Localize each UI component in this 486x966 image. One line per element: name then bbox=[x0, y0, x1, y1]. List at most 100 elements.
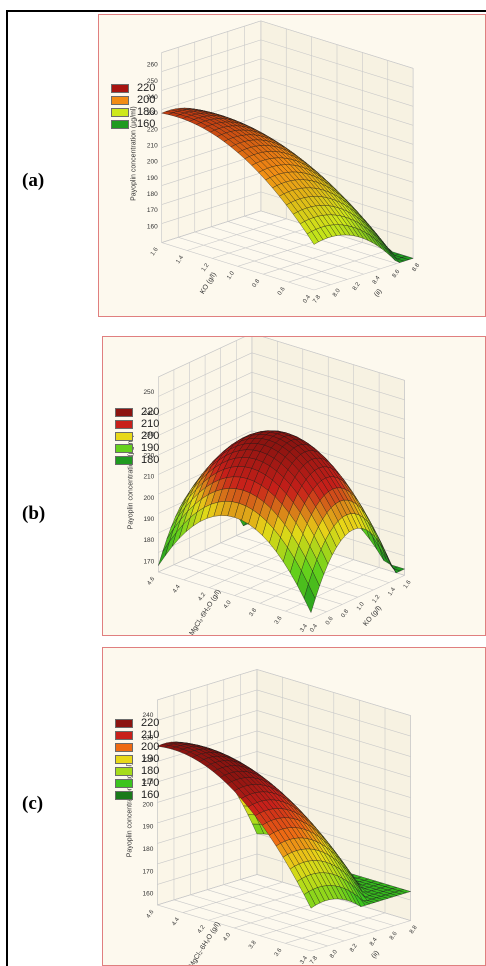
z-axis-label: Payoplin concentration (µg/ml) bbox=[127, 435, 134, 530]
legend-label: 160 bbox=[141, 789, 160, 801]
z-tick-label: 210 bbox=[147, 142, 158, 149]
z-axis: 170 180 190 200 210 220 230 240 250 Payoplin conc… bbox=[127, 389, 154, 565]
z-tick-label: 170 bbox=[143, 868, 154, 875]
legend-swatch bbox=[115, 779, 133, 788]
y-axis: 7.8 8.0 8.2 8.4 8.6 8.8 (ii) bbox=[312, 262, 421, 305]
legend-label: 180 bbox=[141, 765, 160, 777]
z-tick-label: 170 bbox=[143, 558, 154, 565]
legend-label: 170 bbox=[141, 777, 160, 789]
legend-swatch bbox=[111, 84, 129, 93]
legend-label: 190 bbox=[141, 442, 160, 454]
x-tick-label: 3.6 bbox=[274, 947, 284, 958]
z-tick-label: 180 bbox=[143, 537, 154, 544]
legend-label: 220 bbox=[141, 406, 160, 418]
legend-swatch bbox=[115, 432, 133, 441]
legend-swatch bbox=[115, 767, 133, 776]
y-tick-label: 7.8 bbox=[309, 955, 319, 966]
z-tick-label: 250 bbox=[147, 78, 158, 85]
legend-label: 220 bbox=[141, 717, 160, 729]
y-tick-label: 0.4 bbox=[309, 623, 319, 634]
z-tick-label: 260 bbox=[147, 62, 158, 69]
legend-swatch bbox=[111, 96, 129, 105]
y-tick-label: 8.0 bbox=[329, 949, 339, 960]
legend-swatch bbox=[115, 408, 133, 417]
y-tick-label: 8.6 bbox=[392, 268, 402, 279]
y-tick-label: 8.8 bbox=[411, 262, 421, 273]
y-tick-label: 1.4 bbox=[387, 586, 397, 597]
y-axis-label: KO (g/l) bbox=[362, 605, 383, 628]
legend-swatch bbox=[115, 420, 133, 429]
x-tick-label: 4.4 bbox=[171, 916, 181, 927]
legend-label: 180 bbox=[137, 106, 156, 118]
z-axis: 160 170 180 190 200 210 220 230 240 Payoplin conc… bbox=[126, 712, 153, 898]
legend-label: 200 bbox=[141, 430, 160, 442]
z-tick-label: 220 bbox=[143, 453, 154, 460]
z-tick-label: 250 bbox=[143, 389, 154, 396]
x-tick-label: 3.4 bbox=[299, 955, 309, 966]
x-tick-label: 4.4 bbox=[172, 584, 182, 595]
z-tick-label: 180 bbox=[147, 191, 158, 198]
legend-swatch bbox=[115, 731, 133, 740]
panel-label-c: (c) bbox=[22, 793, 44, 814]
z-tick-label: 240 bbox=[147, 94, 158, 101]
x-tick-label: 3.8 bbox=[248, 939, 258, 950]
y-tick-label: 8.4 bbox=[372, 275, 382, 286]
x-tick-label: 1.0 bbox=[226, 270, 236, 281]
x-tick-label: 4.6 bbox=[147, 576, 157, 587]
z-tick-label: 160 bbox=[147, 223, 158, 230]
x-tick-label: 0.4 bbox=[302, 294, 312, 305]
z-tick-label: 190 bbox=[147, 175, 158, 182]
y-tick-label: 8.4 bbox=[369, 936, 379, 947]
legend-label: 200 bbox=[137, 94, 156, 106]
x-tick-label: 3.8 bbox=[248, 607, 258, 618]
y-tick-label: 1.2 bbox=[372, 594, 382, 605]
y-tick-label: 0.6 bbox=[325, 615, 335, 626]
legend-label: 210 bbox=[141, 729, 160, 741]
z-tick-label: 180 bbox=[143, 846, 154, 853]
y-tick-label: 8.6 bbox=[389, 930, 399, 941]
surface-plot-a: 160 170 180 190 200 210 220 230 240 250 260 Payopli… bbox=[131, 20, 422, 305]
z-tick-label: 240 bbox=[143, 712, 154, 719]
y-axis: 7.8 8.0 8.2 8.4 8.6 8.8 (ii) bbox=[309, 924, 419, 965]
z-tick-label: 190 bbox=[143, 824, 154, 831]
z-tick-label: 200 bbox=[143, 495, 154, 502]
z-axis: 160 170 180 190 200 210 220 230 240 250 260 Payopli… bbox=[131, 62, 158, 231]
surface-mesh bbox=[158, 430, 406, 614]
x-tick-label: 1.6 bbox=[150, 246, 160, 257]
panel-label-b: (b) bbox=[22, 503, 46, 524]
legend-swatch bbox=[115, 456, 133, 465]
x-axis: 1.6 1.4 1.2 1.0 0.8 0.6 0.4 KO (g/l) bbox=[150, 246, 312, 304]
z-tick-label: 160 bbox=[143, 891, 154, 898]
x-tick-label: 0.8 bbox=[252, 278, 262, 289]
legend-label: 160 bbox=[137, 118, 156, 130]
legend-label: 180 bbox=[141, 454, 160, 466]
y-tick-label: 8.2 bbox=[349, 943, 359, 954]
x-tick-label: 3.6 bbox=[274, 615, 284, 626]
z-tick-label: 230 bbox=[143, 734, 154, 741]
legend-swatch bbox=[115, 444, 133, 453]
z-tick-label: 200 bbox=[143, 801, 154, 808]
legend-swatch bbox=[111, 120, 129, 129]
y-tick-label: 8.8 bbox=[409, 924, 419, 935]
chart-panel-a: 160 170 180 190 200 210 220 230 240 250 260 Payopli… bbox=[98, 14, 486, 317]
x-axis-label: KO (g/l) bbox=[199, 271, 218, 295]
y-tick-label: 8.0 bbox=[332, 287, 342, 298]
z-tick-label: 190 bbox=[143, 516, 154, 523]
legend-swatch bbox=[111, 108, 129, 117]
x-tick-label: 4.2 bbox=[197, 924, 207, 935]
legend-label: 210 bbox=[141, 418, 160, 430]
legend-label: 200 bbox=[141, 741, 160, 753]
z-tick-label: 210 bbox=[143, 474, 154, 481]
chart-panel-c: 160 170 180 190 200 210 220 230 240 Payoplin conc… bbox=[102, 647, 486, 966]
legend-label: 190 bbox=[141, 753, 160, 765]
chart-panel-b: 170 180 190 200 210 220 230 240 250 Payoplin conc… bbox=[102, 336, 486, 636]
z-axis-label: Payoplin concentration (µg/ml) bbox=[131, 106, 138, 201]
figure-frame bbox=[6, 10, 486, 966]
x-tick-label: 0.6 bbox=[277, 286, 287, 297]
panel-label-a: (a) bbox=[22, 170, 45, 191]
z-tick-label: 210 bbox=[143, 779, 154, 786]
